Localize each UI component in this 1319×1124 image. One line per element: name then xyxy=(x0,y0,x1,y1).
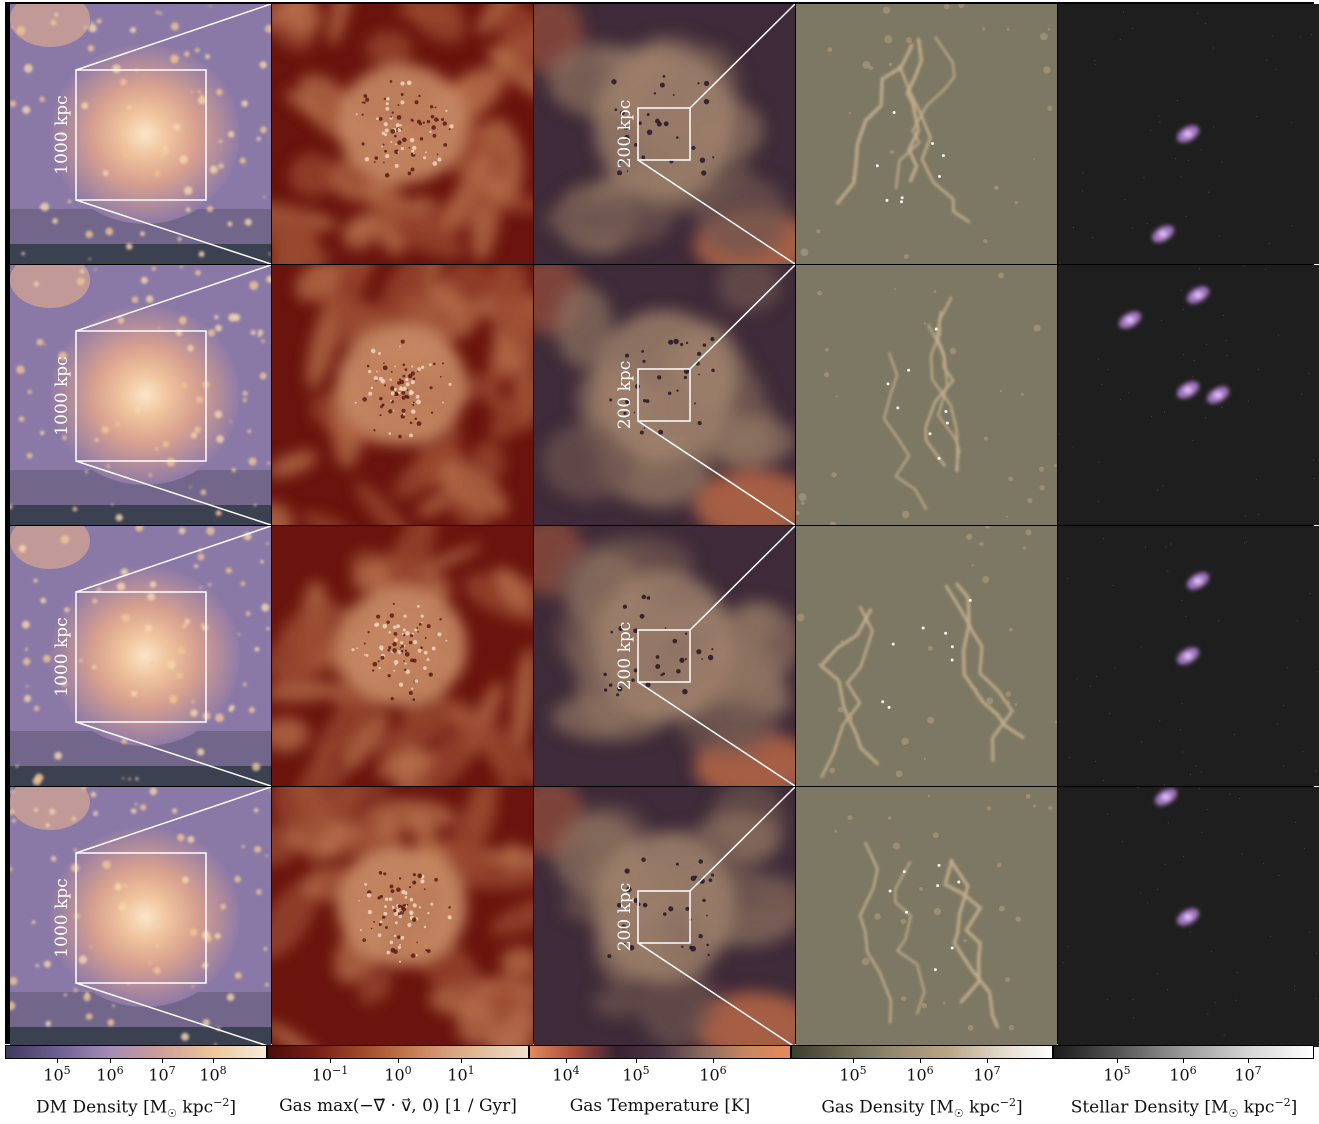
divergence-tick-label: 101 xyxy=(447,1064,475,1085)
gas-divergence-panel-row1 xyxy=(272,4,533,264)
temperature-colorbar xyxy=(529,1045,791,1059)
stellar-density-panel-row2 xyxy=(1058,265,1319,525)
stellar-tick xyxy=(1117,1058,1118,1063)
gas-colorbar-label: Gas Density [M☉ kpc−2] xyxy=(821,1096,1023,1121)
gas-tick xyxy=(853,1058,854,1063)
stellar-colorbar xyxy=(1053,1045,1314,1059)
stellar-tick-label: 107 xyxy=(1234,1064,1262,1085)
divergence-tick xyxy=(330,1058,331,1063)
temperature-tick xyxy=(566,1058,567,1063)
dm-tick xyxy=(162,1058,163,1063)
dm-scale-label: 1000 kpc xyxy=(52,356,72,435)
dm-density-panel-row4: 1000 kpc xyxy=(10,787,271,1047)
gas-colorbar xyxy=(791,1045,1053,1059)
dm-scale-label: 1000 kpc xyxy=(52,95,72,174)
stellar-tick xyxy=(1183,1058,1184,1063)
dm-tick xyxy=(110,1058,111,1063)
dm-scale-label: 1000 kpc xyxy=(52,878,72,957)
temperature-tick-label: 105 xyxy=(622,1064,650,1085)
stellar-tick xyxy=(1248,1058,1249,1063)
divergence-tick xyxy=(461,1058,462,1063)
stellar-density-panel-row3 xyxy=(1058,526,1319,786)
gas-temperature-panel-row4: 200 kpc xyxy=(534,787,795,1047)
gas-density-panel-row4 xyxy=(796,787,1057,1047)
gas-density-panel-row3 xyxy=(796,526,1057,786)
divergence-colorbar xyxy=(267,1045,529,1059)
temperature-scale-label: 200 kpc xyxy=(615,361,635,430)
gas-temperature-panel-row2: 200 kpc xyxy=(534,265,795,525)
divergence-colorbar-label: Gas max(−∇⃗ · v⃗, 0) [1 / Gyr] xyxy=(279,1096,517,1116)
dm-density-panel-row3: 1000 kpc xyxy=(10,526,271,786)
stellar-density-panel-row1 xyxy=(1058,4,1319,264)
dm-tick-label: 106 xyxy=(96,1064,124,1085)
dm-tick xyxy=(57,1058,58,1063)
panel-grid: 1000 kpc 200 kpc 1000 kpc 200 kpc 1000 kpc 20… xyxy=(5,2,1319,1047)
stellar-tick-label: 105 xyxy=(1103,1064,1131,1085)
gas-temperature-panel-row3: 200 kpc xyxy=(534,526,795,786)
temperature-scale-label: 200 kpc xyxy=(615,883,635,952)
gas-density-panel-row1 xyxy=(796,4,1057,264)
divergence-tick xyxy=(398,1058,399,1063)
gas-divergence-panel-row4 xyxy=(272,787,533,1047)
gas-density-panel-row2 xyxy=(796,265,1057,525)
gas-divergence-panel-row2 xyxy=(272,265,533,525)
dm-colorbar xyxy=(5,1045,267,1059)
dm-colorbar-label: DM Density [M☉ kpc−2] xyxy=(36,1096,236,1121)
gas-tick-label: 106 xyxy=(906,1064,934,1085)
gas-tick-label: 105 xyxy=(839,1064,867,1085)
stellar-tick-label: 106 xyxy=(1169,1064,1197,1085)
temperature-tick-label: 104 xyxy=(552,1064,580,1085)
dm-scale-label: 1000 kpc xyxy=(52,617,72,696)
gas-divergence-panel-row3 xyxy=(272,526,533,786)
divergence-tick-label: 100 xyxy=(384,1064,412,1085)
dm-density-panel-row2: 1000 kpc xyxy=(10,265,271,525)
dm-tick-label: 105 xyxy=(43,1064,71,1085)
gas-tick-label: 107 xyxy=(973,1064,1001,1085)
gas-tick xyxy=(920,1058,921,1063)
gas-tick xyxy=(987,1058,988,1063)
temperature-tick xyxy=(636,1058,637,1063)
gas-temperature-panel-row1: 200 kpc xyxy=(534,4,795,264)
dm-tick-label: 107 xyxy=(148,1064,176,1085)
temperature-colorbar-label: Gas Temperature [K] xyxy=(569,1096,751,1116)
dm-tick xyxy=(213,1058,214,1063)
stellar-density-panel-row4 xyxy=(1058,787,1319,1047)
divergence-tick-label: 10−1 xyxy=(311,1064,349,1085)
temperature-scale-label: 200 kpc xyxy=(615,622,635,691)
temperature-tick xyxy=(713,1058,714,1063)
dm-tick-label: 108 xyxy=(199,1064,227,1085)
dm-density-panel-row1: 1000 kpc xyxy=(10,4,271,264)
stellar-colorbar-label: Stellar Density [M☉ kpc−2] xyxy=(1070,1096,1298,1121)
temperature-scale-label: 200 kpc xyxy=(615,100,635,169)
temperature-tick-label: 106 xyxy=(699,1064,727,1085)
